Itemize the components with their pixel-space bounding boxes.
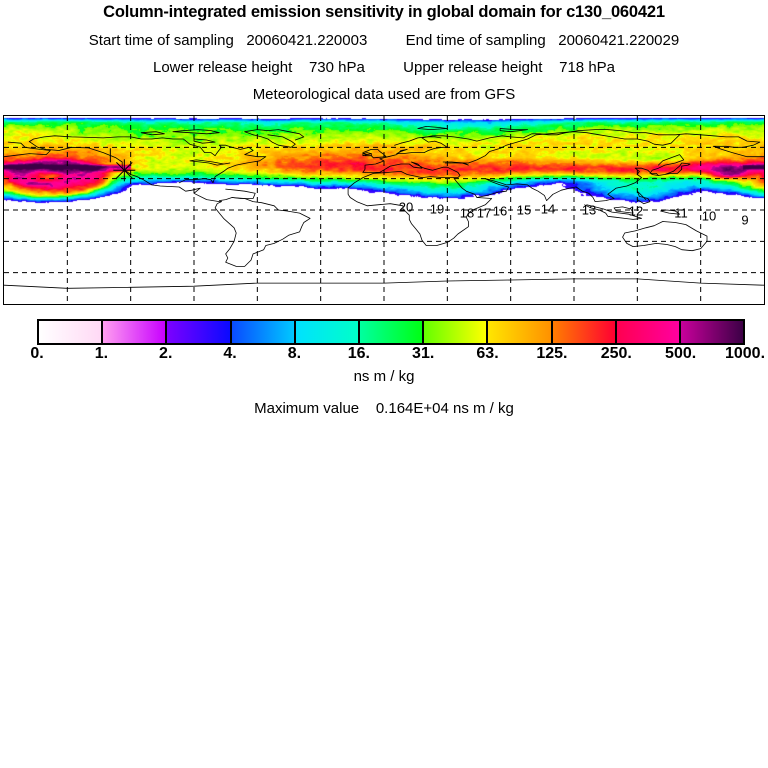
colorbar-segment-4 [293, 321, 358, 343]
colorbar-tick-9: 250. [600, 345, 632, 362]
colorbar-segment-9 [614, 321, 679, 343]
map-overlay [4, 116, 764, 304]
colorbar-tick-1: 1. [94, 345, 109, 362]
graticule [4, 116, 764, 304]
coastline-path [244, 129, 305, 148]
colorbar-tick-4: 8. [287, 345, 302, 362]
sampling-times-line: Start time of sampling 20060421.220003 E… [0, 32, 768, 49]
trajectory-hour-label-12: 12 [628, 203, 644, 219]
colorbar-segment-1 [101, 321, 166, 343]
colorbar-tick-2: 2. [159, 345, 173, 362]
colorbar-tick-5: 16. [347, 345, 370, 362]
coastline-path [584, 204, 642, 220]
coastline-path [658, 162, 691, 176]
trajectory-hour-label-13: 13 [581, 202, 597, 218]
map-panel: 20 19 18 17 16 15 14 13 12 11 10 9 [3, 115, 765, 305]
colorbar-tick-11: 1000. [724, 345, 766, 362]
coastline-path [476, 154, 685, 202]
coastline-path [442, 161, 469, 166]
colorbar [37, 319, 745, 345]
trajectory-hour-label-20: 20 [398, 199, 414, 215]
trajectory-hour-label-16: 16 [492, 203, 508, 219]
coastline-path [193, 138, 216, 144]
coastline-path [4, 278, 764, 289]
coastline-path [347, 161, 493, 246]
colorbar-tick-6: 31. [412, 345, 435, 362]
colorbar-tick-3: 4. [223, 345, 237, 362]
colorbar-tick-7: 63. [476, 345, 499, 362]
trajectory-hour-label-14: 14 [540, 201, 556, 217]
coastline-path [28, 135, 267, 184]
end-time-label: End time of sampling [405, 32, 546, 49]
colorbar-segment-2 [165, 321, 230, 343]
release-site-asterisk [109, 148, 136, 182]
colorbar-segment-10 [678, 321, 744, 343]
coastline-path [499, 128, 528, 133]
coastline-path [362, 149, 387, 159]
trajectory-hour-label-19: 19 [429, 201, 445, 217]
end-time-value: 20060421.220029 [558, 32, 680, 49]
coastline-path [172, 129, 220, 135]
coastlines [4, 126, 764, 289]
coastline-path [214, 197, 311, 267]
lower-release-height-value: 730 hPa [308, 59, 365, 76]
coastline-path [7, 129, 761, 173]
trajectory-hour-label-15: 15 [516, 202, 532, 218]
maximum-value-label: Maximum value [254, 400, 360, 417]
coastline-path [362, 152, 372, 157]
colorbar-segment-8 [550, 321, 615, 343]
trajectory-hour-label-17: 17 [476, 205, 492, 221]
coastline-path [4, 142, 51, 158]
lower-release-height-label: Lower release height [152, 59, 293, 76]
coastline-path [140, 131, 165, 136]
trajectory-hour-label-9: 9 [741, 212, 749, 228]
coastline-path [394, 136, 442, 146]
maximum-value-value: 0.164E+04 ns m / kg [375, 400, 514, 417]
colorbar-units-label: ns m / kg [353, 368, 415, 385]
coastline-path [459, 131, 680, 164]
coastline-path [417, 126, 448, 130]
coastline-path [28, 141, 222, 202]
page-title: Column-integrated emission sensitivity i… [103, 3, 665, 21]
start-time-label: Start time of sampling [88, 32, 234, 49]
colorbar-tick-labels: 0. 1. 2. 4. 8. 16. 31. 63. 125. 250. 500. 1000. [0, 345, 768, 367]
trajectory-hour-label-18: 18 [459, 205, 475, 221]
colorbar-tick-8: 125. [536, 345, 568, 362]
colorbar-tick-10: 500. [665, 345, 697, 362]
release-site-ray [116, 162, 133, 179]
coastline-path [636, 190, 651, 205]
coastline-path [189, 159, 231, 166]
release-heights-line: Lower release height 730 hPa Upper relea… [0, 59, 768, 76]
trajectory-hour-label-10: 10 [701, 208, 717, 224]
colorbar-segment-7 [486, 321, 551, 343]
colorbar-segment-3 [229, 321, 294, 343]
colorbar-tick-0: 0. [30, 345, 44, 362]
colorbar-segment-5 [357, 321, 423, 343]
coastline-path [712, 141, 764, 158]
coastline-path [660, 209, 680, 215]
coastline-path [622, 221, 708, 252]
upper-release-height-label: Upper release height [403, 59, 543, 76]
upper-release-height-value: 718 hPa [559, 59, 616, 76]
coastline-path [218, 188, 256, 201]
colorbar-segment-6 [422, 321, 487, 343]
trajectory-hour-label-11: 11 [674, 205, 688, 221]
coastline-path [613, 206, 634, 214]
colorbar-segment-0 [39, 321, 102, 343]
maximum-value-line: Maximum value 0.164E+04 ns m / kg [0, 400, 768, 417]
start-time-value: 20060421.220003 [246, 32, 368, 49]
met-data-note: Meteorological data used are from GFS [252, 86, 516, 103]
